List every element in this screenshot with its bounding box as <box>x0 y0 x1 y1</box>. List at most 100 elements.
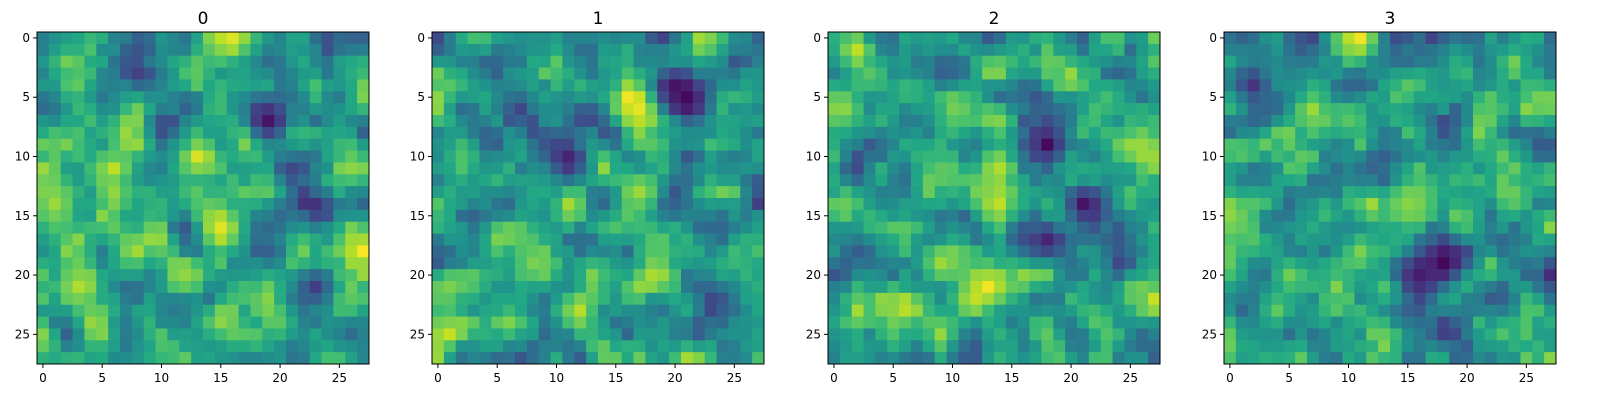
heatmap-cell <box>96 257 109 270</box>
heatmap-cell <box>669 352 682 365</box>
heatmap-cell <box>586 43 599 57</box>
heatmap-cell <box>1065 352 1078 365</box>
heatmap-cell <box>922 257 936 270</box>
heatmap-cell <box>515 115 528 128</box>
heatmap-cell <box>1520 340 1533 353</box>
heatmap-cell <box>526 67 540 80</box>
heatmap-cell <box>455 103 468 116</box>
heatmap-cell <box>1136 269 1149 282</box>
heatmap-cell <box>1065 79 1078 92</box>
heatmap-cell <box>333 79 346 92</box>
heatmap-cell <box>982 162 995 175</box>
heatmap-cell <box>970 32 983 45</box>
heatmap-cell <box>1247 281 1260 294</box>
heatmap-cell <box>238 186 251 199</box>
heatmap-cell <box>728 174 741 187</box>
heatmap-cell <box>1053 257 1066 270</box>
heatmap-cell <box>131 245 145 258</box>
heatmap-cell <box>550 186 563 199</box>
heatmap-cell <box>1124 91 1137 104</box>
heatmap-cell <box>1413 328 1426 341</box>
heatmap-cell <box>1437 138 1450 151</box>
heatmap-cell <box>911 221 924 234</box>
heatmap-cell <box>669 174 682 187</box>
heatmap-cell <box>946 257 959 270</box>
heatmap-cell <box>226 221 239 234</box>
heatmap-cell <box>526 352 540 365</box>
heatmap-cell <box>1259 138 1272 151</box>
heatmap-cell <box>1484 67 1498 80</box>
heatmap-cell <box>262 126 275 140</box>
heatmap-cell <box>1401 55 1415 68</box>
heatmap-cell <box>1077 115 1090 128</box>
heatmap-cell <box>1112 257 1125 270</box>
heatmap-cell <box>226 162 239 175</box>
heatmap-cell <box>574 245 587 258</box>
heatmap-cell <box>828 292 841 306</box>
heatmap-cell <box>669 126 682 140</box>
heatmap-cell <box>120 91 133 104</box>
heatmap-cell <box>491 138 504 151</box>
heatmap-cell <box>238 91 251 104</box>
heatmap-cell <box>1354 352 1367 365</box>
heatmap-cell <box>1247 198 1260 211</box>
heatmap-cell <box>250 340 263 353</box>
heatmap-cell <box>297 316 311 329</box>
heatmap-cell <box>851 316 864 329</box>
heatmap-cell <box>1401 198 1415 211</box>
heatmap-cell <box>96 316 109 329</box>
heatmap-cell <box>37 304 50 317</box>
heatmap-cell <box>226 174 239 187</box>
heatmap-cell <box>108 162 121 175</box>
heatmap-cell <box>669 115 682 128</box>
heatmap-cell <box>1342 233 1355 246</box>
heatmap-cell <box>1224 126 1237 140</box>
heatmap-cell <box>1496 67 1509 80</box>
heatmap-cell <box>621 67 634 80</box>
heatmap-cell <box>633 103 646 116</box>
heatmap-cell <box>37 269 50 282</box>
heatmap-cell <box>1088 115 1102 128</box>
heatmap-cell <box>333 186 346 199</box>
heatmap-cell <box>562 32 575 45</box>
heatmap-cell <box>262 79 275 92</box>
heatmap-cell <box>286 126 299 140</box>
heatmap-cell <box>1124 233 1137 246</box>
heatmap-cell <box>1029 67 1042 80</box>
heatmap-cell <box>72 245 85 258</box>
heatmap-cell <box>828 186 841 199</box>
heatmap-cell <box>692 281 706 294</box>
heatmap-cell <box>1065 281 1078 294</box>
heatmap-cell <box>1005 221 1019 234</box>
heatmap-cell <box>1247 115 1260 128</box>
heatmap-cell <box>309 174 322 187</box>
heatmap-cell <box>875 328 888 341</box>
heatmap-cell <box>562 245 575 258</box>
heatmap-cell <box>1342 186 1355 199</box>
heatmap-cell <box>226 257 239 270</box>
heatmap-cell <box>828 269 841 282</box>
heatmap-cell <box>203 352 216 365</box>
heatmap-cell <box>1461 221 1474 234</box>
heatmap-cell <box>716 174 729 187</box>
heatmap-cell <box>958 115 971 128</box>
heatmap-cell <box>1235 186 1249 199</box>
heatmap-cell <box>1484 221 1498 234</box>
heatmap-cell <box>681 126 694 140</box>
heatmap-cell <box>443 198 457 211</box>
heatmap-cell <box>1235 209 1249 223</box>
heatmap-cell <box>839 198 853 211</box>
heatmap-cell <box>1330 352 1343 365</box>
heatmap-cell <box>875 43 888 57</box>
heatmap-cell <box>1390 138 1403 151</box>
heatmap-cell <box>526 245 540 258</box>
heatmap-cell <box>48 304 62 317</box>
heatmap-cell <box>1088 126 1102 140</box>
heatmap-cell <box>191 281 204 294</box>
heatmap-cell <box>740 32 753 45</box>
heatmap-cell <box>851 150 864 163</box>
heatmap-cell <box>899 245 912 258</box>
heatmap-cell <box>226 209 239 223</box>
x-tick-label: 10 <box>1341 371 1356 385</box>
heatmap-cell <box>108 126 121 140</box>
